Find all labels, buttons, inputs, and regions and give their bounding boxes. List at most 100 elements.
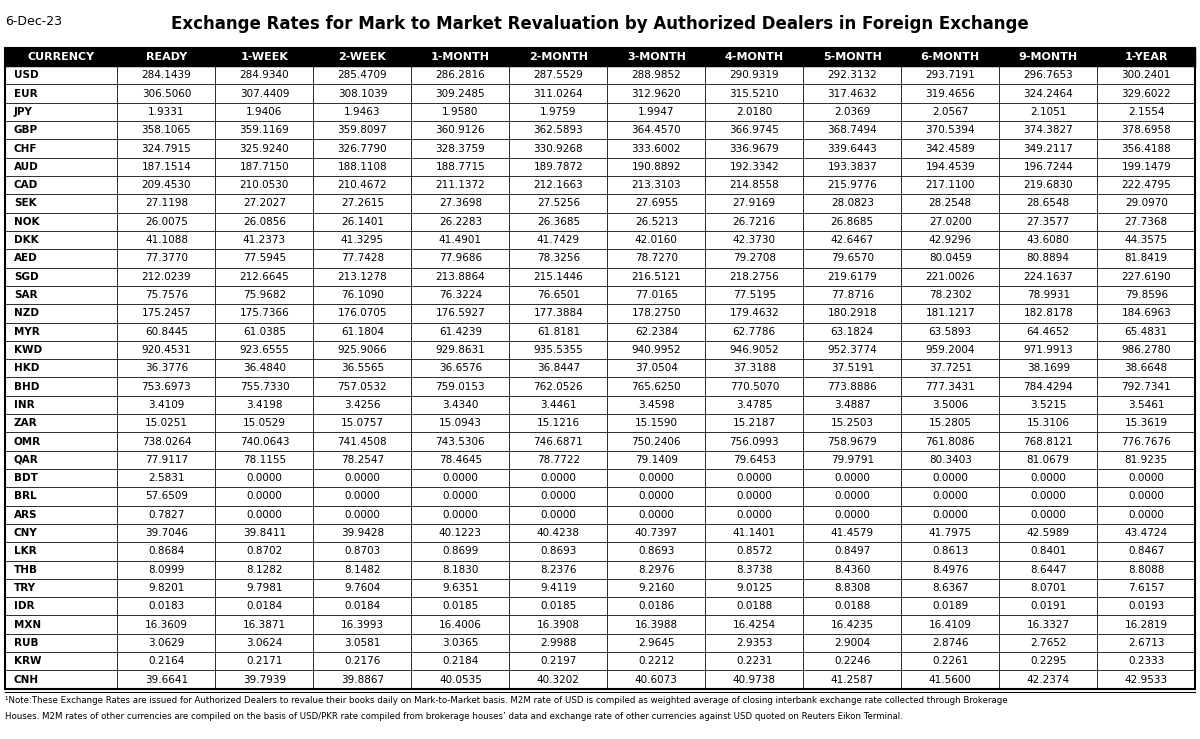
Bar xyxy=(313,213,412,231)
Text: 27.1198: 27.1198 xyxy=(145,199,188,208)
Bar xyxy=(706,670,803,689)
Bar xyxy=(607,579,706,597)
Bar xyxy=(5,451,118,469)
Text: 9.2160: 9.2160 xyxy=(638,583,674,593)
Bar xyxy=(412,359,509,378)
Text: 219.6179: 219.6179 xyxy=(828,272,877,282)
Text: 0.2176: 0.2176 xyxy=(344,656,380,667)
Bar xyxy=(5,213,118,231)
Bar xyxy=(412,341,509,359)
Text: 189.7872: 189.7872 xyxy=(534,162,583,172)
Bar xyxy=(313,268,412,286)
Bar xyxy=(1000,524,1097,542)
Bar xyxy=(803,597,901,616)
Text: 324.2464: 324.2464 xyxy=(1024,89,1073,98)
Bar xyxy=(509,157,607,176)
Bar xyxy=(118,121,216,140)
Bar xyxy=(509,249,607,268)
Bar xyxy=(216,542,313,561)
Text: 324.7915: 324.7915 xyxy=(142,143,191,154)
Text: 81.8419: 81.8419 xyxy=(1124,253,1168,263)
Bar xyxy=(607,286,706,304)
Bar xyxy=(901,396,1000,414)
Bar xyxy=(607,268,706,286)
Bar xyxy=(901,66,1000,84)
Text: 76.6501: 76.6501 xyxy=(536,290,580,300)
Text: 5-MONTH: 5-MONTH xyxy=(823,52,882,62)
Text: 42.5989: 42.5989 xyxy=(1027,528,1069,538)
Bar xyxy=(509,652,607,670)
Text: 0.0000: 0.0000 xyxy=(834,510,870,520)
Text: 194.4539: 194.4539 xyxy=(925,162,976,172)
Bar xyxy=(607,176,706,194)
Bar xyxy=(1000,616,1097,634)
Text: 0.0000: 0.0000 xyxy=(834,491,870,502)
Bar xyxy=(901,268,1000,286)
Text: 39.8867: 39.8867 xyxy=(341,675,384,684)
Bar xyxy=(313,121,412,140)
Text: 9.7981: 9.7981 xyxy=(246,583,283,593)
Bar xyxy=(313,505,412,524)
Text: 65.4831: 65.4831 xyxy=(1124,327,1168,337)
Bar xyxy=(901,322,1000,341)
Bar xyxy=(412,231,509,249)
Text: 0.0000: 0.0000 xyxy=(246,491,282,502)
Text: 1-YEAR: 1-YEAR xyxy=(1124,52,1168,62)
Text: 28.6548: 28.6548 xyxy=(1027,199,1069,208)
Bar xyxy=(509,561,607,579)
Bar xyxy=(1097,286,1195,304)
Text: 26.3685: 26.3685 xyxy=(536,217,580,227)
Bar xyxy=(118,213,216,231)
Bar xyxy=(607,48,706,66)
Bar xyxy=(509,268,607,286)
Text: 38.1699: 38.1699 xyxy=(1027,364,1069,373)
Bar xyxy=(1097,194,1195,213)
Bar xyxy=(412,432,509,451)
Bar xyxy=(706,542,803,561)
Bar xyxy=(509,322,607,341)
Text: EUR: EUR xyxy=(14,89,37,98)
Text: ¹Note:These Exchange Rates are issued for Authorized Dealers to revalue their bo: ¹Note:These Exchange Rates are issued fo… xyxy=(5,696,1008,705)
Text: 77.9686: 77.9686 xyxy=(439,253,482,263)
Text: 776.7676: 776.7676 xyxy=(1121,437,1171,446)
Bar xyxy=(313,616,412,634)
Bar xyxy=(5,304,118,322)
Text: 336.9679: 336.9679 xyxy=(730,143,779,154)
Text: 0.2261: 0.2261 xyxy=(932,656,968,667)
Text: 77.5945: 77.5945 xyxy=(242,253,286,263)
Bar xyxy=(706,487,803,505)
Text: 227.6190: 227.6190 xyxy=(1121,272,1171,282)
Text: 77.7428: 77.7428 xyxy=(341,253,384,263)
Bar xyxy=(118,414,216,432)
Bar xyxy=(412,140,509,157)
Text: 15.2187: 15.2187 xyxy=(733,418,776,428)
Bar xyxy=(901,524,1000,542)
Text: 213.8864: 213.8864 xyxy=(436,272,485,282)
Bar xyxy=(901,634,1000,652)
Text: 78.1155: 78.1155 xyxy=(242,454,286,465)
Text: 219.6830: 219.6830 xyxy=(1024,180,1073,190)
Text: 325.9240: 325.9240 xyxy=(240,143,289,154)
Text: 287.5529: 287.5529 xyxy=(534,70,583,81)
Bar xyxy=(216,616,313,634)
Bar xyxy=(706,157,803,176)
Bar xyxy=(216,634,313,652)
Text: 0.0000: 0.0000 xyxy=(1128,491,1164,502)
Text: 3.4887: 3.4887 xyxy=(834,400,870,410)
Bar xyxy=(412,487,509,505)
Text: 27.7368: 27.7368 xyxy=(1124,217,1168,227)
Text: 3.4340: 3.4340 xyxy=(442,400,479,410)
Bar xyxy=(803,670,901,689)
Text: 0.2295: 0.2295 xyxy=(1030,656,1067,667)
Bar xyxy=(412,103,509,121)
Bar xyxy=(607,652,706,670)
Text: 27.0200: 27.0200 xyxy=(929,217,972,227)
Bar xyxy=(313,66,412,84)
Text: 756.0993: 756.0993 xyxy=(730,437,779,446)
Text: 43.6080: 43.6080 xyxy=(1027,235,1069,245)
Text: 40.0535: 40.0535 xyxy=(439,675,482,684)
Text: 38.6648: 38.6648 xyxy=(1124,364,1168,373)
Bar xyxy=(1097,359,1195,378)
Text: 36.3776: 36.3776 xyxy=(145,364,188,373)
Text: 41.7975: 41.7975 xyxy=(929,528,972,538)
